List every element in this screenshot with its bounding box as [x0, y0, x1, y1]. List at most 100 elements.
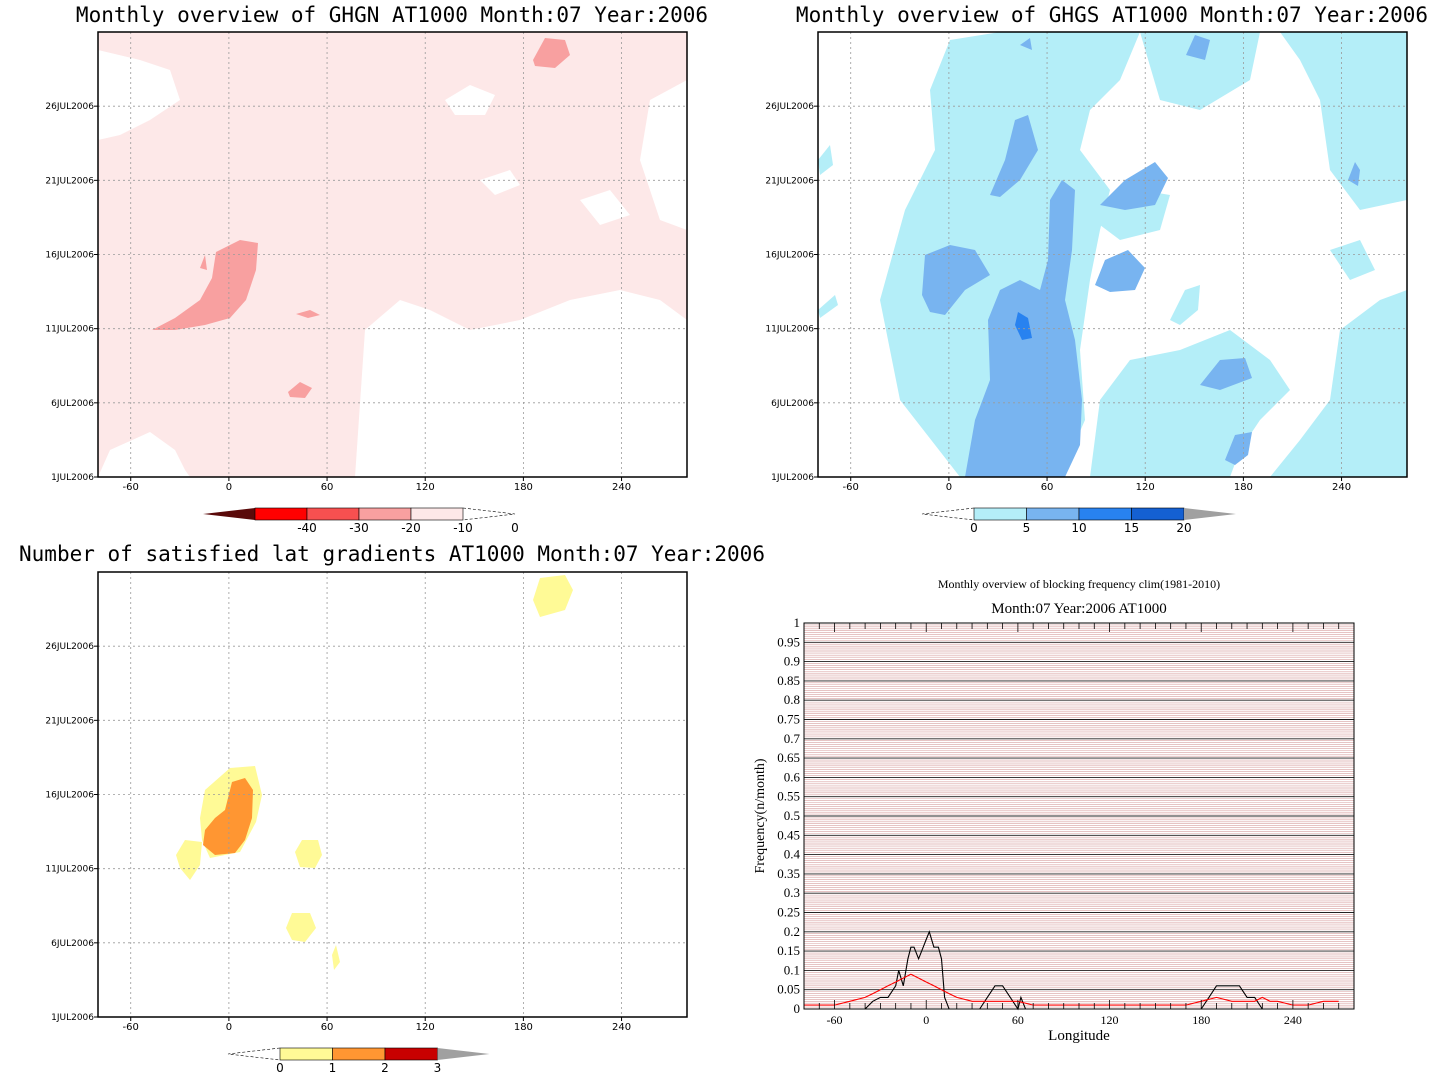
ghgs-colorbar-box	[1078, 507, 1132, 521]
freq-ytick-label: 0.75	[777, 712, 800, 727]
ghgs-panel: Monthly overview of GHGS AT1000 Month:07…	[765, 3, 1428, 535]
ghgs-colorbar-label: 10	[1071, 521, 1086, 535]
ghgn-xtick-label: 240	[612, 482, 631, 493]
ghgs-colorbar-box	[1131, 507, 1185, 521]
ghgs-xtick-label: -60	[843, 482, 859, 493]
ghgn-ytick-label: 11JUL2006	[45, 325, 94, 335]
ghgs-xtick-label: 120	[1136, 482, 1155, 493]
freq-ytick-label: 0.25	[777, 905, 800, 920]
ghgs-mid-region	[922, 245, 990, 315]
latgrad-xtick-label: 0	[226, 1022, 232, 1033]
ghgn-colorbar-label: -10	[453, 521, 473, 535]
ghgn-neg10-region	[200, 255, 207, 270]
latgrad-xtick-label: 120	[416, 1022, 435, 1033]
latgrad-ytick-label: 21JUL2006	[45, 716, 94, 726]
freq-ytick-label: 0.7	[784, 731, 801, 746]
freq-xlabel: Longitude	[1048, 1028, 1110, 1044]
freq-ytick-label: 0.15	[777, 943, 800, 958]
ghgs-mid-region	[1225, 432, 1252, 465]
ghgs-colorbar-label: 15	[1124, 521, 1139, 535]
ghgs-light-region	[818, 295, 838, 318]
ghgs-colorbar-label: 5	[1023, 521, 1031, 535]
freq-ylabel: Frequency(n/month)	[753, 758, 768, 873]
freq-ytick-label: 0.45	[777, 827, 800, 842]
ghgs-light-region	[1280, 32, 1407, 210]
latgrad-xtick-label: 180	[514, 1022, 533, 1033]
freq-xtick-label: -60	[827, 1013, 843, 1027]
latgrad-colorbar-label: 0	[276, 1061, 284, 1075]
ghgs-xtick-label: 60	[1041, 482, 1054, 493]
ghgn-xtick-label: 180	[514, 482, 533, 493]
ghgs-ticks: -60 0 60 120 180 240 1JUL2006 6JUL2006 11JUL2006…	[765, 102, 1351, 493]
latgrad-colorbar-label: 1	[329, 1061, 337, 1075]
ghgs-mid-region	[1348, 162, 1360, 186]
ghgn-xtick-label: 0	[226, 482, 232, 493]
ghgs-xtick-label: 180	[1234, 482, 1253, 493]
latgrad-ticks: -60 0 60 120 180 240 1JUL2006 6JUL2006 11JUL2006…	[45, 642, 631, 1033]
freq-xtick-label: 240	[1284, 1013, 1302, 1027]
ghgs-light-region	[818, 145, 833, 175]
freq-ytick-label: 0.55	[777, 789, 800, 804]
ghgn-colorbar-extend-high	[462, 507, 516, 521]
ghgs-xtick-label: 0	[946, 482, 952, 493]
freq-ytick-label: 0	[794, 1001, 801, 1016]
latgrad-colorbar-extend-low	[227, 1047, 281, 1061]
latgrad-colorbar-box	[332, 1047, 386, 1061]
latgrad-colorbar-extend-high	[437, 1048, 490, 1060]
ghgn-xtick-label: 60	[321, 482, 334, 493]
freq-ytick-label: 0.35	[777, 866, 800, 881]
ghgn-zero-region	[445, 85, 495, 115]
ghgs-mid-region	[1186, 35, 1210, 60]
ghgs-mid-region	[1020, 38, 1032, 50]
ghgs-colorbar: 0 5 10 15 20	[921, 507, 1236, 535]
freq-xtick-label: 0	[923, 1013, 929, 1027]
freq-ytick-label: 0.6	[784, 769, 801, 784]
latgrad-level1-region	[176, 840, 202, 880]
freq-ticks: 0 0.05 0.1 0.15 0.2 0.25 0.3 0.35 0.4 0.45 0.5 0.55…	[777, 615, 1340, 1027]
ghgs-ytick-label: 21JUL2006	[765, 176, 814, 186]
ghgs-colorbar-box	[973, 507, 1027, 521]
ghgs-mid-region	[1095, 250, 1145, 292]
freq-ytick-label: 0.85	[777, 673, 800, 688]
latgrad-colorbar: 0 1 2 3	[227, 1047, 490, 1075]
ghgn-ytick-label: 6JUL2006	[51, 399, 94, 409]
freq-ytick-label: 0.95	[777, 634, 800, 649]
latgrad-contours	[176, 575, 573, 970]
ghgs-light-region	[1140, 32, 1260, 110]
latgrad-xtick-label: 240	[612, 1022, 631, 1033]
ghgs-dark-region	[1015, 312, 1032, 340]
ghgn-colorbar-box	[358, 507, 412, 521]
ghgn-zero-region	[98, 432, 190, 477]
ghgn-colorbar-box	[306, 507, 360, 521]
ghgs-ytick-label: 11JUL2006	[765, 325, 814, 335]
latgrad-xtick-label: -60	[123, 1022, 139, 1033]
freq-ytick-label: 0.2	[784, 924, 800, 939]
ghgs-colorbar-label: 20	[1176, 521, 1191, 535]
ghgs-title: Monthly overview of GHGS AT1000 Month:07…	[796, 3, 1428, 27]
freq-ytick-label: 0.3	[784, 885, 800, 900]
freq-ytick-label: 0.05	[777, 982, 800, 997]
freq-xtick-label: 60	[1012, 1013, 1024, 1027]
ghgn-ytick-label: 21JUL2006	[45, 176, 94, 186]
ghgn-xtick-label: 120	[416, 482, 435, 493]
ghgn-zero-region	[640, 80, 687, 230]
ghgs-ytick-label: 26JUL2006	[765, 102, 814, 112]
latgrad-panel: Number of satisfied lat gradients AT1000…	[19, 542, 765, 1075]
latgrad-ytick-label: 6JUL2006	[51, 939, 94, 949]
ghgn-neg10-region	[288, 382, 312, 398]
ghgn-colorbar-label: -20	[401, 521, 421, 535]
latgrad-level1-region	[533, 575, 573, 617]
latgrad-xtick-label: 60	[321, 1022, 334, 1033]
ghgn-zero-region	[580, 190, 630, 225]
ghgn-neg10-region	[533, 38, 570, 68]
latgrad-title: Number of satisfied lat gradients AT1000…	[19, 542, 765, 566]
ghgn-colorbar-box	[410, 507, 464, 521]
ghgn-ytick-label: 16JUL2006	[45, 251, 94, 261]
ghgs-colorbar-box	[1026, 507, 1080, 521]
latgrad-colorbar-label: 3	[434, 1061, 442, 1075]
ghgn-contours	[98, 38, 687, 477]
ghgn-panel: Monthly overview of GHGN AT1000 Month:07…	[45, 3, 708, 535]
latgrad-level2-region	[203, 778, 253, 855]
ghgs-light-region	[1330, 240, 1375, 280]
freq-ytick-label: 0.8	[784, 692, 800, 707]
